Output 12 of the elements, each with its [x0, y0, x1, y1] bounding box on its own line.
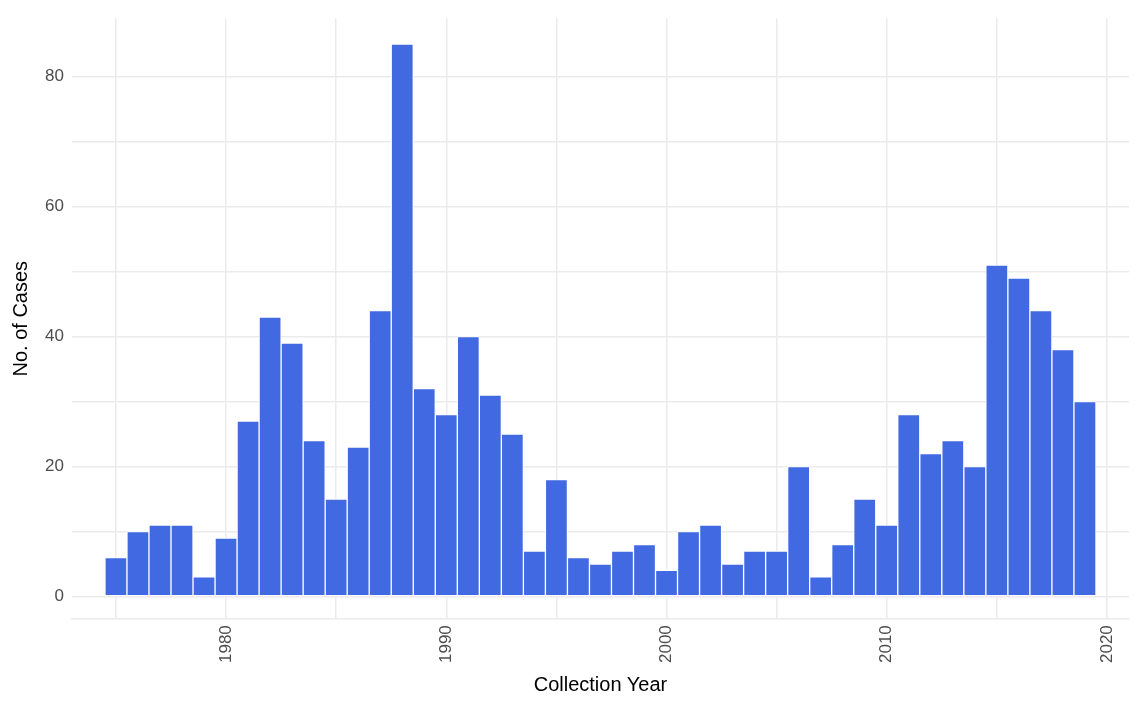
x-tick-label: 1990	[435, 625, 455, 664]
y-tick-label: 0	[54, 586, 64, 606]
x-tick-label: 2010	[876, 625, 896, 664]
y-tick-label: 60	[44, 196, 64, 216]
y-tick-label: 20	[44, 456, 64, 476]
x-tick-label: 1980	[215, 625, 235, 664]
y-axis-title: No. of Cases	[8, 260, 31, 377]
y-tick-label: 40	[44, 326, 64, 346]
x-tick-label: 2020	[1096, 625, 1116, 664]
y-tick-label: 80	[44, 66, 64, 86]
x-axis-title: Collection Year	[533, 672, 668, 695]
x-tick-label: 2000	[656, 625, 676, 664]
